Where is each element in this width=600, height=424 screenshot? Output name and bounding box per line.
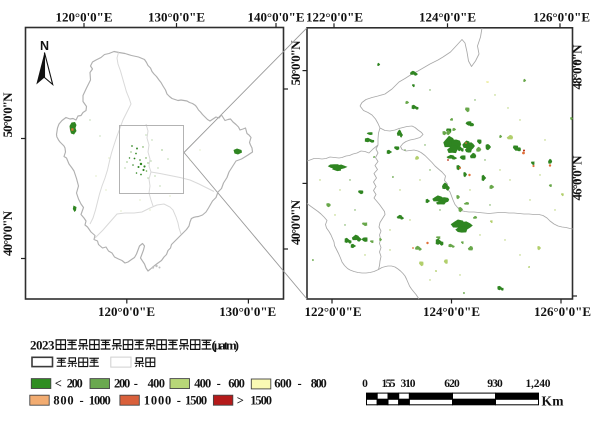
svg-text:1500: 1500 (185, 393, 207, 407)
svg-text:400: 400 (194, 376, 211, 390)
svg-text:310: 310 (401, 378, 416, 390)
svg-text:-: - (298, 376, 302, 390)
svg-text:130°0'0"E: 130°0'0"E (219, 304, 276, 319)
svg-text:-: - (177, 393, 181, 407)
svg-text:600: 600 (274, 376, 292, 390)
svg-text:200: 200 (67, 376, 83, 390)
svg-text:600: 600 (228, 376, 245, 390)
svg-text:1,240: 1,240 (526, 378, 551, 390)
svg-text:46°0'0"N: 46°0'0"N (570, 155, 585, 201)
svg-text:1000: 1000 (89, 393, 111, 407)
svg-text:-: - (217, 376, 221, 390)
svg-text:120°0'0"E: 120°0'0"E (98, 304, 155, 319)
svg-text:<: < (55, 376, 62, 390)
svg-text:130°0'0"E: 130°0'0"E (148, 10, 205, 25)
svg-text:122°0'0"E: 122°0'0"E (306, 10, 363, 25)
svg-text:140°0'0"E: 140°0'0"E (248, 10, 305, 25)
svg-text:-: - (80, 393, 84, 407)
svg-text:>: > (237, 393, 244, 407)
svg-text:1000: 1000 (144, 393, 172, 407)
svg-text:120°0'0"E: 120°0'0"E (56, 10, 113, 25)
svg-text:124°0'0"E: 124°0'0"E (423, 304, 480, 319)
svg-text:(μatm): (μatm) (212, 338, 240, 353)
svg-text:Km: Km (542, 394, 565, 409)
svg-text:1500: 1500 (250, 393, 272, 407)
svg-text:50°0'0"N: 50°0'0"N (0, 92, 15, 138)
svg-text:0: 0 (362, 378, 368, 390)
svg-text:124°0'0"E: 124°0'0"E (419, 10, 476, 25)
svg-text:-: - (134, 376, 138, 390)
svg-text:155: 155 (382, 378, 396, 390)
svg-text:930: 930 (487, 378, 503, 390)
svg-text:400: 400 (148, 376, 165, 390)
svg-text:2023: 2023 (30, 338, 55, 353)
svg-text:200: 200 (114, 376, 130, 390)
svg-text:48°0'0"N: 48°0'0"N (570, 44, 585, 90)
svg-text:40°0'0"N: 40°0'0"N (288, 199, 303, 245)
svg-text:800: 800 (311, 376, 327, 390)
svg-text:800: 800 (53, 393, 73, 407)
svg-text:N: N (40, 39, 49, 53)
svg-text:126°0'0"E: 126°0'0"E (533, 10, 590, 25)
svg-text:40°0'0"N: 40°0'0"N (0, 210, 15, 256)
svg-text:122°0'0"E: 122°0'0"E (305, 304, 362, 319)
svg-text:50°0'0"N: 50°0'0"N (288, 40, 303, 86)
svg-text:620: 620 (444, 378, 460, 390)
svg-text:126°0'0"E: 126°0'0"E (534, 304, 591, 319)
